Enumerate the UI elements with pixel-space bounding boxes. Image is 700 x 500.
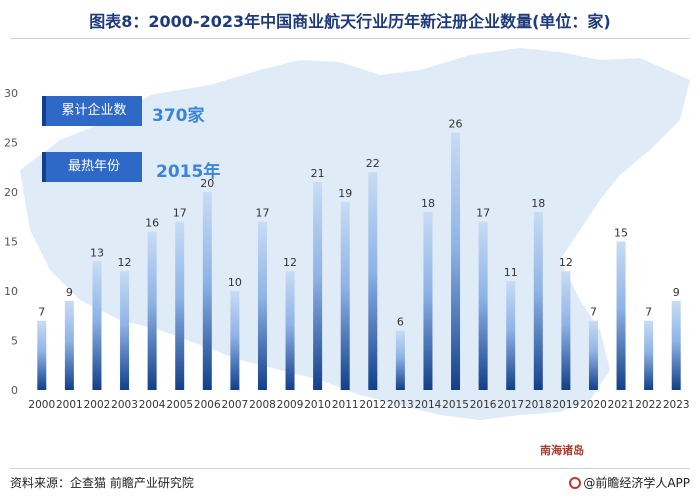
bar-2012 [368, 172, 378, 390]
bar-2010 [313, 182, 323, 390]
data-label-2008: 17 [255, 207, 269, 220]
bar-2013 [395, 330, 405, 390]
bar-2021 [616, 241, 626, 390]
x-tick-label-2005: 2005 [166, 399, 193, 411]
x-tick-label-2021: 2021 [608, 399, 635, 411]
x-tick-label-2011: 2011 [332, 399, 359, 411]
page-title: 图表8：2000-2023年中国商业航天行业历年新注册企业数量(单位：家) [89, 12, 611, 31]
y-tick-label: 30 [4, 87, 18, 100]
y-axis: 0 5 10 15 20 25 30 [4, 87, 18, 397]
x-tick-label-2014: 2014 [415, 399, 442, 411]
peak-year-label: 最热年份 [42, 152, 142, 182]
x-tick-label-2023: 2023 [663, 399, 690, 411]
bar-2000 [37, 320, 47, 390]
x-tick-label-2020: 2020 [580, 399, 607, 411]
data-label-2005: 17 [173, 207, 187, 220]
bar-2019 [561, 271, 571, 390]
x-tick-label-2015: 2015 [442, 399, 469, 411]
data-label-2017: 11 [504, 266, 518, 279]
data-label-2003: 12 [118, 256, 132, 269]
data-label-2015: 26 [449, 118, 463, 131]
data-label-2020: 7 [590, 306, 597, 319]
bar-2014 [423, 211, 433, 390]
bar-2004 [147, 231, 157, 390]
total-companies-label: 累计企业数 [42, 96, 142, 126]
x-tick-label-2008: 2008 [249, 399, 276, 411]
data-label-2001: 9 [66, 286, 73, 299]
south-china-sea-label: 南海诸岛 [540, 444, 584, 457]
brand-text: @前瞻经济学人APP [583, 476, 690, 490]
bar-2023 [671, 300, 681, 390]
data-label-2014: 18 [421, 197, 435, 210]
data-label-2018: 18 [531, 197, 545, 210]
data-label-2006: 20 [200, 177, 214, 190]
bar-2001 [64, 300, 74, 390]
source-divider [10, 468, 690, 469]
data-label-2004: 16 [145, 217, 159, 230]
x-tick-label-2009: 2009 [277, 399, 304, 411]
y-tick-label: 0 [11, 384, 18, 397]
data-label-2019: 12 [559, 256, 573, 269]
x-tick-label-2006: 2006 [194, 399, 221, 411]
x-tick-label-2016: 2016 [470, 399, 497, 411]
x-tick-label-2012: 2012 [359, 399, 386, 411]
x-tick-label-2007: 2007 [222, 399, 249, 411]
x-tick-label-2017: 2017 [497, 399, 524, 411]
data-label-2009: 12 [283, 256, 297, 269]
data-label-2023: 9 [673, 286, 680, 299]
x-tick-label-2013: 2013 [387, 399, 414, 411]
y-tick-label: 15 [4, 236, 18, 249]
y-tick-label: 5 [11, 335, 18, 348]
bar-2009 [285, 271, 295, 390]
bar-2015 [451, 132, 461, 390]
peak-year-value: 2015年 [156, 162, 221, 182]
bar-2018 [533, 211, 543, 390]
x-tick-label-2003: 2003 [111, 399, 138, 411]
x-tick-label-2022: 2022 [635, 399, 662, 411]
x-tick-label-2002: 2002 [84, 399, 111, 411]
x-tick-label-2004: 2004 [139, 399, 166, 411]
bar-2007 [230, 291, 240, 390]
data-label-2007: 10 [228, 276, 242, 289]
bar-2006 [202, 192, 212, 390]
bar-2022 [644, 320, 654, 390]
y-tick-label: 20 [4, 186, 18, 199]
brand-logo-icon [569, 477, 582, 489]
data-label-2012: 22 [366, 157, 380, 170]
data-label-2010: 21 [311, 167, 325, 180]
bar-2008 [257, 221, 267, 390]
bar-2020 [588, 320, 598, 390]
brand-credit: @前瞻经济学人APP [569, 474, 690, 491]
source-note: 资料来源：企查猫 前瞻产业研究院 [10, 476, 194, 490]
data-label-2013: 6 [397, 316, 404, 329]
title-divider [10, 38, 690, 39]
bar-2016 [478, 221, 488, 390]
data-label-2021: 15 [614, 227, 628, 240]
bar-2005 [175, 221, 185, 390]
bar-series: 7 2000 9 2001 13 2002 12 2003 16 2004 17 2005 20 2006… [28, 118, 689, 411]
x-tick-label-2019: 2019 [553, 399, 580, 411]
data-label-2011: 19 [338, 187, 352, 200]
data-label-2000: 7 [38, 306, 45, 319]
data-label-2002: 13 [90, 246, 104, 259]
map-background [20, 48, 690, 420]
bar-2011 [340, 201, 350, 390]
total-companies-value: 370家 [152, 106, 205, 126]
x-tick-label-2010: 2010 [304, 399, 331, 411]
bar-2003 [120, 271, 130, 390]
x-tick-label-2000: 2000 [28, 399, 55, 411]
y-tick-label: 10 [4, 285, 18, 298]
x-tick-label-2018: 2018 [525, 399, 552, 411]
x-tick-label-2001: 2001 [56, 399, 83, 411]
bar-2002 [92, 261, 102, 390]
bar-2017 [506, 281, 516, 390]
data-label-2022: 7 [645, 306, 652, 319]
y-tick-label: 25 [4, 137, 18, 150]
data-label-2016: 17 [476, 207, 490, 220]
